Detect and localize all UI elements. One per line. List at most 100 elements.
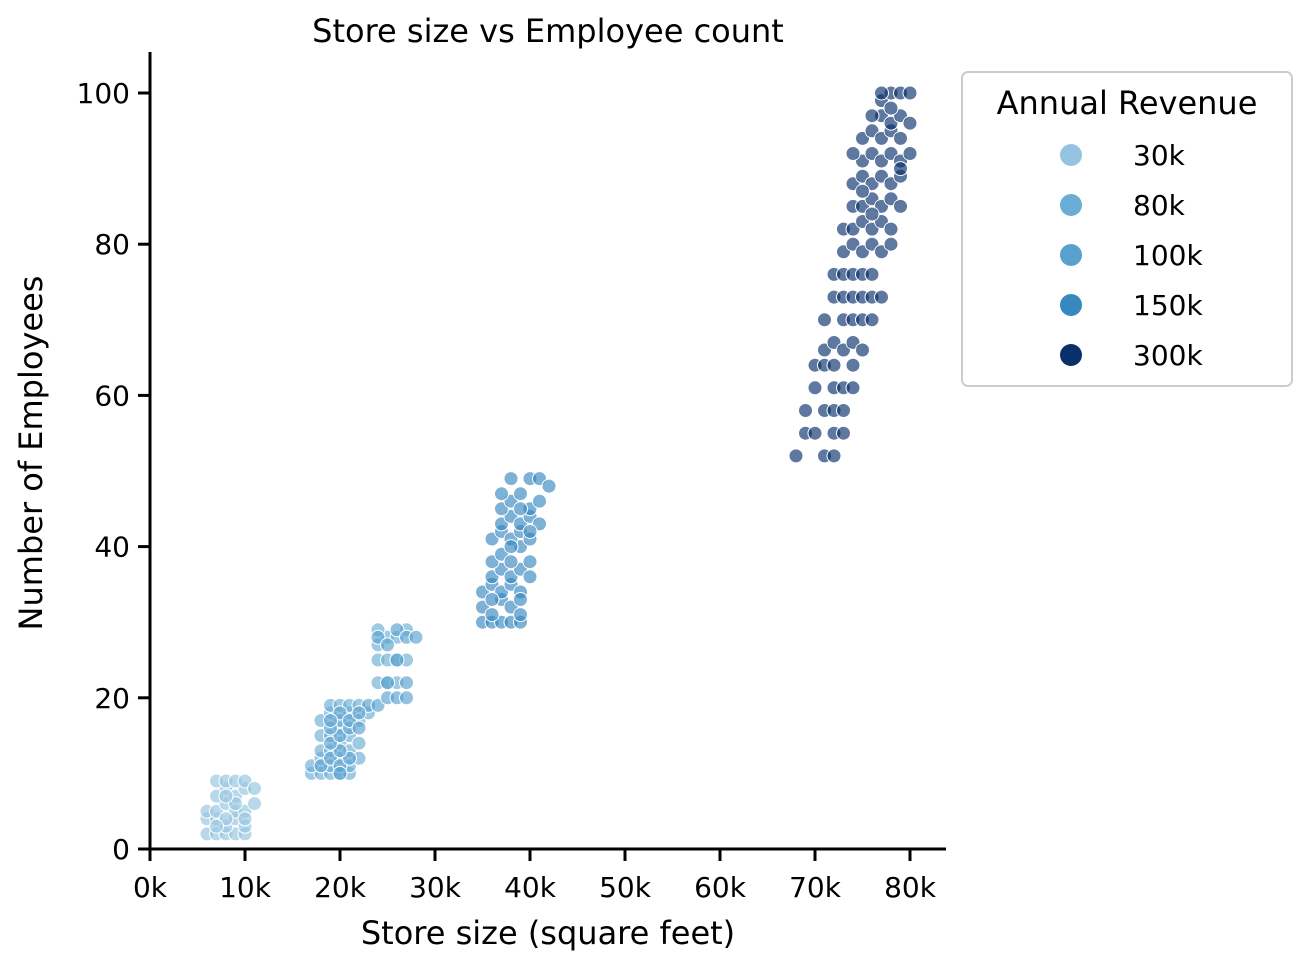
data-point xyxy=(408,629,424,645)
data-point xyxy=(883,221,899,237)
data-point xyxy=(855,342,870,358)
data-point xyxy=(893,130,908,146)
data-point xyxy=(902,115,918,131)
y-tick-label: 40 xyxy=(94,531,130,564)
data-point xyxy=(351,720,367,736)
data-point xyxy=(218,788,234,804)
scatter-points xyxy=(199,85,918,842)
legend-frame xyxy=(961,71,1293,387)
data-point xyxy=(513,486,528,502)
data-point xyxy=(902,146,918,161)
data-point xyxy=(532,493,547,509)
data-point xyxy=(845,357,861,373)
legend-marker xyxy=(1060,244,1082,266)
y-axis-ticks: 0 20 40 60 80 100 xyxy=(77,77,150,866)
legend-label: 150k xyxy=(1133,289,1203,322)
data-point xyxy=(522,569,538,585)
data-point xyxy=(247,796,262,812)
data-point xyxy=(380,637,395,653)
data-point xyxy=(864,206,880,222)
data-point xyxy=(247,781,262,796)
x-axis-ticks: 0k 10k 20k 30k 40k 50k 60k 70k 80k xyxy=(133,849,937,904)
data-point xyxy=(380,675,395,691)
data-point xyxy=(389,652,405,668)
x-tick-label: 80k xyxy=(884,871,937,904)
x-tick-label: 0k xyxy=(133,871,168,904)
legend-label: 300k xyxy=(1133,339,1203,372)
data-point xyxy=(332,765,348,781)
x-tick-label: 70k xyxy=(789,871,842,904)
data-point xyxy=(399,690,414,706)
data-point xyxy=(874,85,889,101)
data-point xyxy=(522,524,538,539)
legend-label: 30k xyxy=(1133,139,1186,172)
x-tick-label: 40k xyxy=(504,871,557,904)
data-point xyxy=(836,403,851,418)
data-point xyxy=(864,312,880,328)
x-tick-label: 60k xyxy=(694,871,747,904)
legend-title: Annual Revenue xyxy=(997,84,1258,122)
data-point xyxy=(864,108,880,124)
data-point xyxy=(513,592,528,607)
series-100k xyxy=(313,622,424,781)
y-tick-label: 20 xyxy=(94,682,130,715)
data-point xyxy=(855,183,870,199)
legend-marker xyxy=(1060,344,1082,366)
series-30k xyxy=(199,773,262,842)
legend-marker xyxy=(1060,294,1082,316)
data-point xyxy=(513,501,528,517)
data-point xyxy=(826,448,842,464)
x-tick-label: 20k xyxy=(314,871,367,904)
data-point xyxy=(209,818,224,834)
y-tick-label: 80 xyxy=(94,228,130,261)
y-axis-title: Number of Employees xyxy=(12,276,50,631)
data-point xyxy=(351,705,367,721)
data-point xyxy=(883,100,899,116)
x-axis-title: Store size (square feet) xyxy=(361,914,735,952)
data-point xyxy=(503,554,519,570)
data-point xyxy=(494,486,509,502)
data-point xyxy=(351,735,367,751)
series-150k xyxy=(475,471,557,630)
data-point xyxy=(845,146,861,161)
data-point xyxy=(323,713,338,728)
legend-label: 80k xyxy=(1133,189,1186,222)
y-tick-label: 0 xyxy=(112,833,130,866)
legend-marker xyxy=(1060,194,1082,216)
data-point xyxy=(807,380,823,396)
y-tick-label: 60 xyxy=(94,379,130,412)
data-point xyxy=(864,266,880,282)
data-point xyxy=(807,425,823,441)
data-point xyxy=(893,161,908,177)
data-point xyxy=(817,312,832,328)
data-point xyxy=(513,607,528,623)
data-point xyxy=(503,471,519,487)
data-point xyxy=(836,425,851,441)
data-point xyxy=(883,236,899,252)
data-point xyxy=(798,403,813,418)
data-point xyxy=(845,380,861,396)
data-point xyxy=(541,478,557,494)
y-tick-label: 100 xyxy=(77,77,130,110)
data-point xyxy=(874,289,889,305)
legend: Annual Revenue 30k 80k 100k 150k 300k xyxy=(961,71,1293,387)
data-point xyxy=(503,539,519,555)
data-point xyxy=(522,554,538,570)
data-point xyxy=(237,811,253,827)
data-point xyxy=(893,198,908,214)
legend-label: 100k xyxy=(1133,239,1203,272)
x-tick-label: 10k xyxy=(219,871,272,904)
data-point xyxy=(902,85,918,101)
data-point xyxy=(484,592,500,607)
x-tick-label: 50k xyxy=(599,871,652,904)
chart-title: Store size vs Employee count xyxy=(312,12,784,50)
x-tick-label: 30k xyxy=(409,871,462,904)
data-point xyxy=(484,607,500,623)
legend-entries: 30k 80k 100k 150k 300k xyxy=(1060,139,1203,372)
data-point xyxy=(788,448,804,464)
series-300k xyxy=(788,85,918,464)
data-point xyxy=(399,675,414,691)
data-point xyxy=(826,357,842,373)
legend-marker xyxy=(1060,144,1082,166)
